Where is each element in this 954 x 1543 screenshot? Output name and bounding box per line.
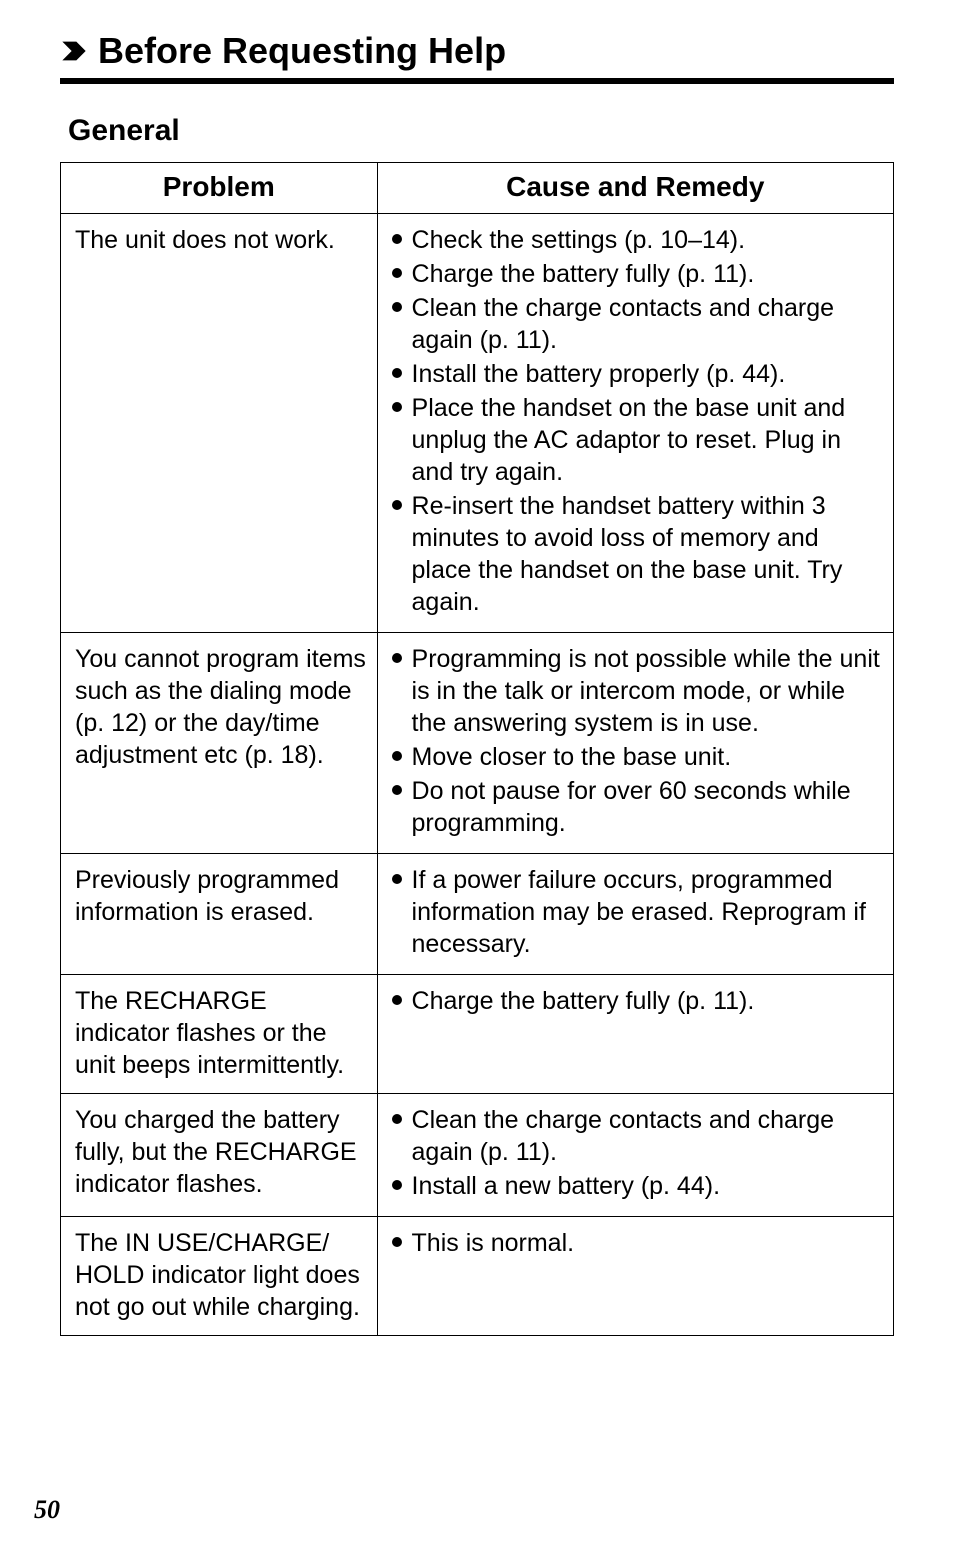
remedy-item: Clean the charge contacts and charge aga… [392, 1104, 883, 1168]
remedy-item: Programming is not possible while the un… [392, 643, 883, 739]
remedy-cell: This is normal. [377, 1217, 893, 1336]
page-title: Before Requesting Help [98, 30, 506, 72]
remedy-cell: Programming is not possible while the un… [377, 633, 893, 854]
remedy-item: If a power failure occurs, programmed in… [392, 864, 883, 960]
remedy-item: Place the handset on the base unit and u… [392, 392, 883, 488]
problem-cell: The IN USE/CHARGE/ HOLD indicator light … [61, 1217, 378, 1336]
table-row: You charged the battery fully, but the R… [61, 1094, 894, 1217]
arrow-right-icon [60, 37, 88, 65]
troubleshooting-table: Problem Cause and Remedy The unit does n… [60, 162, 894, 1336]
remedy-item: Check the settings (p. 10–14). [392, 224, 883, 256]
remedy-item: Install the battery properly (p. 44). [392, 358, 883, 390]
section-heading-general: General [68, 114, 894, 148]
remedy-cell: Charge the battery fully (p. 11). [377, 975, 893, 1094]
col-header-problem: Problem [61, 163, 378, 214]
remedy-item: Do not pause for over 60 seconds while p… [392, 775, 883, 839]
table-row: You cannot program items such as the dia… [61, 633, 894, 854]
problem-cell: You charged the battery fully, but the R… [61, 1094, 378, 1217]
page-number: 50 [34, 1495, 60, 1525]
problem-cell: You cannot program items such as the dia… [61, 633, 378, 854]
remedy-list: This is normal. [392, 1227, 883, 1259]
remedy-cell: If a power failure occurs, programmed in… [377, 854, 893, 975]
table-row: Previously programmed information is era… [61, 854, 894, 975]
title-rule [60, 78, 894, 84]
col-header-remedy: Cause and Remedy [377, 163, 893, 214]
remedy-list: Clean the charge contacts and charge aga… [392, 1104, 883, 1202]
remedy-item: Move closer to the base unit. [392, 741, 883, 773]
table-header-row: Problem Cause and Remedy [61, 163, 894, 214]
problem-cell: Previously programmed information is era… [61, 854, 378, 975]
remedy-item: Charge the battery fully (p. 11). [392, 985, 883, 1017]
title-row: Before Requesting Help [60, 30, 894, 72]
remedy-cell: Clean the charge contacts and charge aga… [377, 1094, 893, 1217]
remedy-item: Install a new battery (p. 44). [392, 1170, 883, 1202]
remedy-item: This is normal. [392, 1227, 883, 1259]
table-row: The unit does not work.Check the setting… [61, 214, 894, 633]
remedy-list: Programming is not possible while the un… [392, 643, 883, 839]
remedy-list: If a power failure occurs, programmed in… [392, 864, 883, 960]
problem-cell: The unit does not work. [61, 214, 378, 633]
remedy-list: Charge the battery fully (p. 11). [392, 985, 883, 1017]
remedy-item: Clean the charge contacts and charge aga… [392, 292, 883, 356]
table-row: The RECHARGE indicator flashes or the un… [61, 975, 894, 1094]
remedy-cell: Check the settings (p. 10–14).Charge the… [377, 214, 893, 633]
remedy-item: Re-insert the handset battery within 3 m… [392, 490, 883, 618]
manual-page: Before Requesting Help General Problem C… [0, 0, 954, 1543]
table-row: The IN USE/CHARGE/ HOLD indicator light … [61, 1217, 894, 1336]
remedy-list: Check the settings (p. 10–14).Charge the… [392, 224, 883, 618]
remedy-item: Charge the battery fully (p. 11). [392, 258, 883, 290]
problem-cell: The RECHARGE indicator flashes or the un… [61, 975, 378, 1094]
